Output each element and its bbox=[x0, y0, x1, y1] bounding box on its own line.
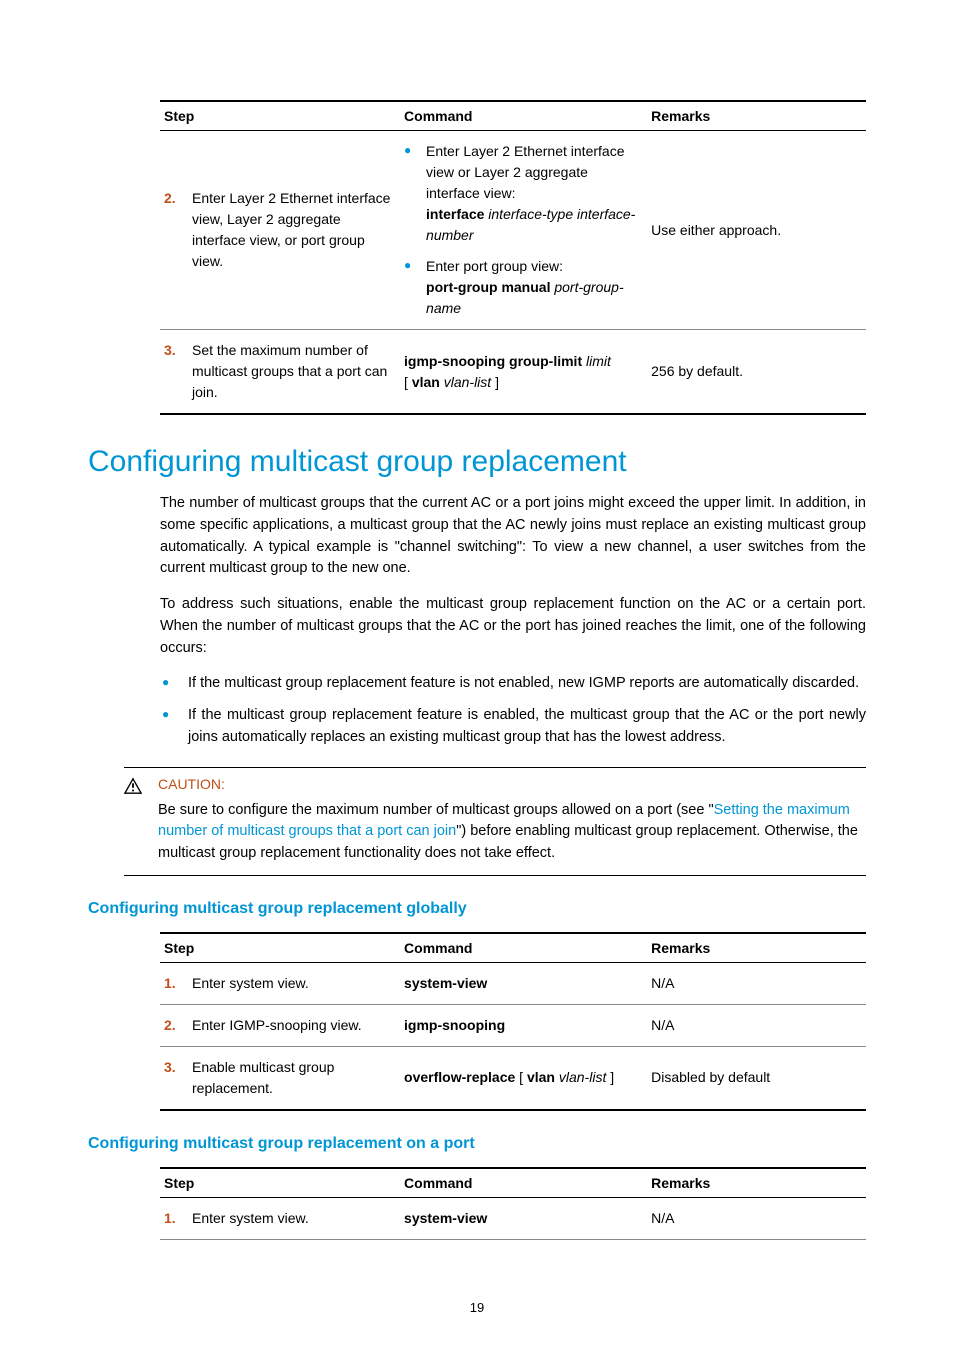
table2: Step Command Remarks 1.Enter system view… bbox=[160, 932, 866, 1111]
cmd-param: vlan-list bbox=[440, 374, 491, 390]
caution-body: Be sure to configure the maximum number … bbox=[158, 800, 866, 865]
cmd-text: [ bbox=[515, 1069, 527, 1085]
cmd-keyword: vlan bbox=[412, 374, 440, 390]
command-options: ● Enter Layer 2 Ethernet interface view … bbox=[404, 141, 643, 319]
section-body: The number of multicast groups that the … bbox=[160, 493, 866, 749]
paragraph: To address such situations, enable the m… bbox=[160, 594, 866, 659]
step-number: 3. bbox=[164, 340, 192, 403]
step-number: 1. bbox=[164, 973, 192, 994]
table2-h-remarks: Remarks bbox=[647, 933, 866, 963]
table-row: 1.Enter system view. system-view N/A bbox=[160, 1197, 866, 1239]
cmd-keyword: igmp-snooping group-limit bbox=[404, 353, 582, 369]
table3: Step Command Remarks 1.Enter system view… bbox=[160, 1167, 866, 1240]
table3-h-command: Command bbox=[400, 1168, 647, 1198]
caution-label: CAUTION: bbox=[158, 776, 225, 792]
bullet-text: If the multicast group replacement featu… bbox=[188, 705, 866, 749]
caution-box: CAUTION: Be sure to configure the maximu… bbox=[124, 767, 866, 876]
table3-h-step: Step bbox=[160, 1168, 400, 1198]
cmd-text: Enter Layer 2 Ethernet interface view or… bbox=[426, 143, 624, 201]
paragraph: The number of multicast groups that the … bbox=[160, 493, 866, 580]
table2-h-command: Command bbox=[400, 933, 647, 963]
remarks-text: Disabled by default bbox=[647, 1046, 866, 1110]
bullet-icon: ● bbox=[160, 705, 188, 749]
table-row: 2.Enter IGMP-snooping view. igmp-snoopin… bbox=[160, 1004, 866, 1046]
cmd-keyword: igmp-snooping bbox=[404, 1017, 505, 1033]
cmd-param: vlan-list bbox=[555, 1069, 606, 1085]
step-text: Enter system view. bbox=[192, 973, 396, 994]
step-text: Enter IGMP-snooping view. bbox=[192, 1015, 396, 1036]
caution-icon bbox=[124, 776, 158, 798]
remarks-text: 256 by default. bbox=[647, 330, 866, 415]
step-number: 1. bbox=[164, 1208, 192, 1229]
cmd-keyword: vlan bbox=[527, 1069, 555, 1085]
table3-h-remarks: Remarks bbox=[647, 1168, 866, 1198]
step-text: Enable multicast group replacement. bbox=[192, 1057, 396, 1099]
table1-h-command: Command bbox=[400, 101, 647, 131]
table2-wrap: Step Command Remarks 1.Enter system view… bbox=[160, 932, 866, 1111]
cmd-keyword: system-view bbox=[404, 975, 487, 991]
step-number: 2. bbox=[164, 188, 192, 272]
step-text: Enter Layer 2 Ethernet interface view, L… bbox=[192, 188, 396, 272]
cmd-text: ] bbox=[491, 374, 499, 390]
cmd-keyword: system-view bbox=[404, 1210, 487, 1226]
remarks-text: N/A bbox=[647, 1197, 866, 1239]
table-row: 3.Enable multicast group replacement. ov… bbox=[160, 1046, 866, 1110]
list-item: ● If the multicast group replacement fea… bbox=[160, 673, 866, 695]
step-number: 3. bbox=[164, 1057, 192, 1099]
cmd-text: ] bbox=[606, 1069, 614, 1085]
cmd-param: limit bbox=[582, 353, 611, 369]
bullet-text: If the multicast group replacement featu… bbox=[188, 673, 866, 695]
step-text: Set the maximum number of multicast grou… bbox=[192, 340, 396, 403]
page-number: 19 bbox=[88, 1300, 866, 1315]
list-item: ● If the multicast group replacement fea… bbox=[160, 705, 866, 749]
remarks-text: N/A bbox=[647, 1004, 866, 1046]
bullet-icon: ● bbox=[404, 256, 426, 319]
page: Step Command Remarks 2. Enter Layer 2 Et… bbox=[0, 0, 954, 1355]
remarks-text: N/A bbox=[647, 962, 866, 1004]
table1: Step Command Remarks 2. Enter Layer 2 Et… bbox=[160, 100, 866, 415]
cmd-text: [ bbox=[404, 374, 412, 390]
subsection-heading: Configuring multicast group replacement … bbox=[88, 1135, 866, 1153]
step-number: 2. bbox=[164, 1015, 192, 1036]
cmd-keyword: overflow-replace bbox=[404, 1069, 515, 1085]
table1-h-step: Step bbox=[160, 101, 400, 131]
table1-wrap: Step Command Remarks 2. Enter Layer 2 Et… bbox=[160, 100, 866, 415]
bullet-list: ● If the multicast group replacement fea… bbox=[160, 673, 866, 748]
cmd-text: Enter port group view: bbox=[426, 258, 563, 274]
caution-text-pre: Be sure to configure the maximum number … bbox=[158, 802, 714, 818]
table-row: 2. Enter Layer 2 Ethernet interface view… bbox=[160, 131, 866, 330]
table2-h-step: Step bbox=[160, 933, 400, 963]
table-row: 1.Enter system view. system-view N/A bbox=[160, 962, 866, 1004]
subsection-heading: Configuring multicast group replacement … bbox=[88, 900, 866, 918]
cmd-keyword: interface bbox=[426, 206, 484, 222]
section-heading: Configuring multicast group replacement bbox=[88, 445, 866, 479]
cmd-keyword: port-group manual bbox=[426, 279, 550, 295]
table-row: 3. Set the maximum number of multicast g… bbox=[160, 330, 866, 415]
table3-wrap: Step Command Remarks 1.Enter system view… bbox=[160, 1167, 866, 1240]
bullet-icon: ● bbox=[160, 673, 188, 695]
step-text: Enter system view. bbox=[192, 1208, 396, 1229]
bullet-icon: ● bbox=[404, 141, 426, 246]
table1-h-remarks: Remarks bbox=[647, 101, 866, 131]
remarks-text: Use either approach. bbox=[647, 131, 866, 330]
